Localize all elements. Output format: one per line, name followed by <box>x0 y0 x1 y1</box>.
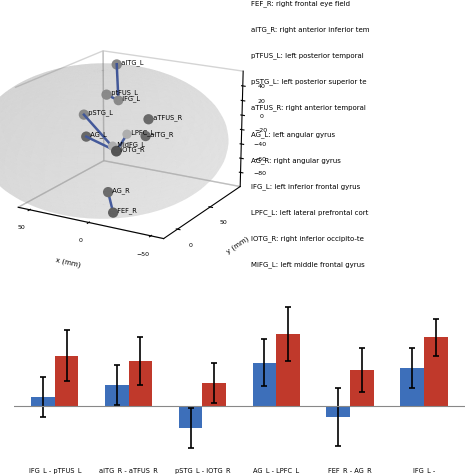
Text: aITG_R: right anterior inferior tem: aITG_R: right anterior inferior tem <box>251 26 370 33</box>
Bar <box>327 406 350 417</box>
Bar <box>253 363 276 406</box>
Bar <box>202 383 226 406</box>
X-axis label: x (mm): x (mm) <box>55 257 81 269</box>
Bar <box>55 356 78 406</box>
Bar <box>31 397 55 406</box>
Bar <box>179 406 202 428</box>
Text: pTFUS_L: left posterior temporal: pTFUS_L: left posterior temporal <box>251 52 364 59</box>
Bar <box>105 384 128 406</box>
Text: IOTG_R: right inferior occipito-te: IOTG_R: right inferior occipito-te <box>251 236 364 242</box>
Bar <box>401 368 424 406</box>
Text: AG_L: left angular gyrus: AG_L: left angular gyrus <box>251 131 335 137</box>
Text: IFG_L: left inferior frontal gyrus: IFG_L: left inferior frontal gyrus <box>251 183 360 190</box>
Text: MiFG_L: left middle frontal gyrus: MiFG_L: left middle frontal gyrus <box>251 262 365 268</box>
Text: LPFC_L: left lateral prefrontal cort: LPFC_L: left lateral prefrontal cort <box>251 210 368 216</box>
Text: AG_R: right angular gyrus: AG_R: right angular gyrus <box>251 157 341 164</box>
Y-axis label: y (mm): y (mm) <box>225 236 250 255</box>
Bar <box>276 334 300 406</box>
Text: aTFUS_R: right anterior temporal: aTFUS_R: right anterior temporal <box>251 105 366 111</box>
Text: FEF_R: right frontal eye field: FEF_R: right frontal eye field <box>251 0 350 7</box>
Text: pSTG_L: left posterior superior te: pSTG_L: left posterior superior te <box>251 79 366 85</box>
Bar <box>424 337 447 406</box>
Bar <box>350 370 374 406</box>
Bar <box>128 361 152 406</box>
